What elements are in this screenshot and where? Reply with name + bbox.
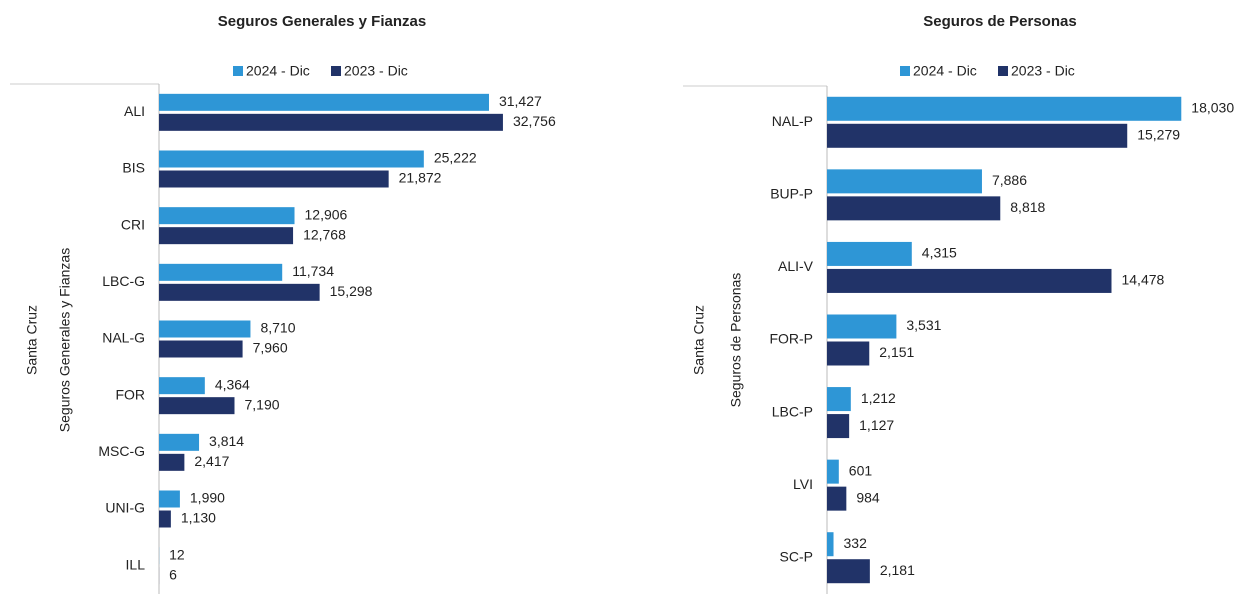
bar	[159, 263, 283, 281]
bar	[159, 283, 320, 301]
group-label: Santa Cruz	[24, 305, 40, 375]
data-label: 18,030	[1191, 99, 1234, 115]
bar	[159, 170, 389, 188]
legend-label: 2023 - Dic	[1011, 63, 1075, 79]
bar	[827, 96, 1182, 121]
bar	[827, 459, 839, 484]
y-tick-label: ILL	[126, 556, 146, 572]
bar	[827, 341, 870, 366]
y-tick-label: FOR-P	[769, 331, 813, 347]
data-label: 7,960	[253, 340, 288, 356]
data-label: 1,127	[859, 417, 894, 433]
bar	[827, 414, 850, 439]
bar	[827, 196, 1001, 221]
bar	[159, 150, 424, 168]
y-tick-label: NAL-G	[102, 330, 145, 346]
data-label: 11,734	[292, 263, 334, 279]
bar	[159, 320, 251, 338]
data-label: 15,298	[330, 283, 373, 299]
y-tick-label: SC-P	[780, 548, 813, 564]
data-label: 7,190	[244, 396, 279, 412]
bar	[827, 559, 870, 584]
legend-label: 2024 - Dic	[913, 63, 977, 79]
data-label: 21,872	[399, 170, 442, 186]
bar	[827, 123, 1128, 148]
chart-title: Seguros de Personas	[923, 13, 1076, 30]
bar	[159, 207, 295, 225]
data-label: 12	[169, 546, 185, 562]
y-tick-label: FOR	[115, 386, 145, 402]
legend-swatch	[998, 66, 1008, 76]
legend-label: 2023 - Dic	[344, 63, 408, 79]
data-label: 1,990	[190, 490, 225, 506]
data-label: 31,427	[499, 93, 542, 109]
bar	[159, 113, 503, 131]
bar	[827, 268, 1112, 293]
data-label: 1,212	[861, 390, 896, 406]
data-label: 15,279	[1137, 126, 1180, 142]
y-tick-label: LBC-P	[772, 403, 813, 419]
group-label: Seguros Generales y Fianzas	[57, 248, 73, 432]
bar	[159, 93, 489, 111]
data-label: 984	[856, 489, 880, 505]
bar	[827, 532, 834, 557]
data-label: 32,756	[513, 113, 556, 129]
data-label: 3,814	[209, 433, 244, 449]
y-tick-label: ALI	[124, 103, 145, 119]
data-label: 12,906	[305, 206, 348, 222]
legend-label: 2024 - Dic	[246, 63, 310, 79]
data-label: 4,315	[922, 245, 957, 261]
data-label: 25,222	[434, 150, 477, 166]
group-label: Santa Cruz	[691, 305, 707, 375]
y-tick-label: MSC-G	[98, 443, 145, 459]
bar	[827, 169, 982, 194]
y-tick-label: LBC-G	[102, 273, 145, 289]
legend-swatch	[900, 66, 910, 76]
y-tick-label: BIS	[122, 160, 145, 176]
bar	[159, 377, 205, 395]
y-tick-label: BUP-P	[770, 186, 813, 202]
bar	[827, 387, 851, 412]
data-label: 601	[849, 462, 873, 478]
data-label: 14,478	[1121, 272, 1164, 288]
data-label: 2,181	[880, 562, 915, 578]
bar	[159, 453, 185, 471]
bar	[159, 397, 235, 415]
data-label: 6	[169, 566, 177, 582]
data-label: 4,364	[215, 376, 250, 392]
y-tick-label: NAL-P	[772, 113, 813, 129]
bar	[159, 433, 200, 451]
legend-swatch	[233, 66, 243, 76]
y-tick-label: UNI-G	[105, 500, 145, 516]
bar	[827, 314, 897, 339]
data-label: 3,531	[906, 317, 941, 333]
y-tick-label: ALI-V	[778, 258, 814, 274]
bar	[827, 241, 912, 266]
data-label: 2,417	[194, 453, 229, 469]
bar	[159, 340, 243, 358]
y-tick-label: LVI	[793, 476, 813, 492]
bar	[159, 490, 180, 508]
y-tick-label: CRI	[121, 216, 145, 232]
group-label: Seguros de Personas	[728, 273, 744, 408]
data-label: 8,710	[260, 320, 295, 336]
bar	[159, 510, 171, 528]
bar	[827, 486, 847, 511]
chart-title: Seguros Generales y Fianzas	[218, 13, 426, 30]
data-label: 2,151	[879, 344, 914, 360]
data-label: 332	[844, 535, 868, 551]
data-label: 1,130	[181, 510, 216, 526]
data-label: 8,818	[1010, 199, 1045, 215]
data-label: 7,886	[992, 172, 1027, 188]
bar	[159, 227, 294, 245]
data-label: 12,768	[303, 226, 346, 242]
legend-swatch	[331, 66, 341, 76]
